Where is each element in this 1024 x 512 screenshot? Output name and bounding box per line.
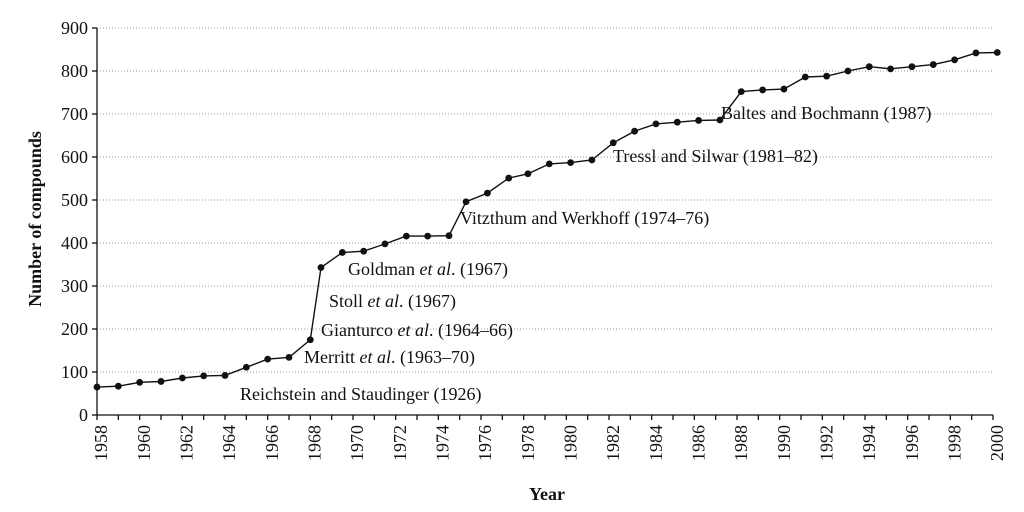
data-point bbox=[360, 247, 368, 255]
data-point bbox=[484, 189, 491, 197]
x-tick-label: 1968 bbox=[304, 425, 324, 461]
x-tick-label: 1984 bbox=[646, 425, 666, 461]
annotation-label: Tressl and Silwar (1981–82) bbox=[613, 146, 818, 167]
data-point bbox=[462, 198, 470, 206]
x-tick-label: 1958 bbox=[91, 425, 111, 461]
y-tick-label: 700 bbox=[61, 104, 88, 124]
data-point bbox=[929, 61, 937, 68]
annotation-label: Baltes and Bochmann (1987) bbox=[721, 103, 931, 124]
series-line bbox=[96, 51, 998, 388]
x-tick-label: 1992 bbox=[816, 425, 836, 461]
data-point bbox=[993, 49, 1001, 56]
x-tick-label: 1976 bbox=[475, 425, 495, 461]
y-tick-label: 100 bbox=[61, 362, 88, 382]
y-tick-label: 400 bbox=[61, 233, 88, 253]
x-tick-label: 1980 bbox=[560, 425, 580, 461]
x-tick-label: 1986 bbox=[688, 425, 708, 461]
x-tick-label: 1960 bbox=[134, 425, 154, 461]
grid-lines bbox=[97, 27, 993, 373]
annotation-label: Goldman et al. (1967) bbox=[348, 259, 508, 280]
data-point bbox=[865, 63, 873, 71]
x-tick-label: 1972 bbox=[390, 425, 410, 461]
data-point bbox=[737, 88, 745, 96]
data-point bbox=[567, 159, 574, 166]
x-tick-label: 1988 bbox=[731, 425, 751, 461]
x-tick-label: 1964 bbox=[219, 425, 239, 461]
data-point bbox=[545, 160, 553, 168]
series bbox=[93, 49, 1001, 391]
data-point bbox=[759, 86, 766, 94]
data-point bbox=[887, 65, 894, 73]
data-point bbox=[823, 72, 830, 80]
data-point bbox=[285, 353, 293, 361]
data-point bbox=[114, 382, 122, 390]
data-point bbox=[505, 174, 513, 182]
annotation-label: Merritt et al. (1963–70) bbox=[304, 347, 475, 368]
data-point bbox=[908, 63, 916, 71]
x-tick-label: 1990 bbox=[774, 425, 794, 461]
data-point bbox=[844, 67, 852, 75]
y-tick-label: 200 bbox=[61, 319, 88, 339]
data-point bbox=[445, 232, 453, 240]
annotation-label: Vitzthum and Werkhoff (1974–76) bbox=[460, 208, 709, 229]
x-tick-label: 2000 bbox=[987, 425, 1007, 461]
x-axis-title: Year bbox=[529, 484, 565, 504]
data-point bbox=[631, 127, 638, 135]
annotations: Reichstein and Staudinger (1926) Merritt … bbox=[240, 103, 931, 405]
data-point bbox=[200, 372, 208, 380]
data-point bbox=[381, 240, 389, 248]
data-point bbox=[424, 232, 432, 240]
x-tick-label: 1978 bbox=[518, 425, 538, 461]
data-point bbox=[609, 139, 617, 147]
y-tick-label: 500 bbox=[61, 190, 88, 210]
data-point bbox=[136, 378, 144, 386]
data-point bbox=[695, 117, 702, 124]
x-tick-label: 1998 bbox=[944, 425, 964, 461]
x-tick-label: 1966 bbox=[262, 425, 282, 461]
data-point bbox=[178, 374, 186, 382]
data-point bbox=[338, 249, 346, 256]
data-point bbox=[524, 170, 532, 178]
annotation-label: Gianturco et al. (1964–66) bbox=[321, 320, 513, 341]
x-tick-label: 1994 bbox=[859, 425, 879, 461]
data-point bbox=[780, 85, 788, 93]
axes: 0 100 200 300 400 500 600 700 800 900 1958 1960 1962… bbox=[61, 18, 1007, 461]
data-point bbox=[972, 49, 980, 57]
data-point bbox=[306, 336, 314, 344]
data-point bbox=[588, 156, 596, 164]
x-tick-label: 1970 bbox=[347, 425, 367, 461]
annotation-label: Stoll et al. (1967) bbox=[329, 291, 456, 312]
data-point bbox=[93, 383, 101, 391]
x-tick-label: 1982 bbox=[603, 425, 623, 461]
data-point bbox=[801, 73, 809, 81]
annotation-label: Reichstein and Staudinger (1926) bbox=[240, 384, 481, 405]
y-axis-title: Number of compounds bbox=[25, 131, 45, 307]
x-tick-label: 1974 bbox=[432, 425, 452, 461]
data-point bbox=[221, 372, 229, 379]
data-point bbox=[157, 378, 165, 385]
y-tick-label: 800 bbox=[61, 61, 88, 81]
data-point bbox=[951, 56, 958, 64]
data-point bbox=[264, 355, 272, 363]
data-point bbox=[716, 116, 724, 124]
data-point bbox=[673, 118, 681, 126]
y-tick-label: 0 bbox=[79, 405, 88, 425]
data-point bbox=[402, 232, 410, 240]
data-point bbox=[242, 363, 250, 371]
data-point bbox=[317, 264, 325, 271]
y-tick-label: 600 bbox=[61, 147, 88, 167]
x-tick-label: 1996 bbox=[902, 425, 922, 461]
data-point bbox=[652, 120, 660, 128]
y-tick-label: 900 bbox=[61, 18, 88, 38]
x-tick-label: 1962 bbox=[176, 425, 196, 461]
y-tick-label: 300 bbox=[61, 276, 88, 296]
